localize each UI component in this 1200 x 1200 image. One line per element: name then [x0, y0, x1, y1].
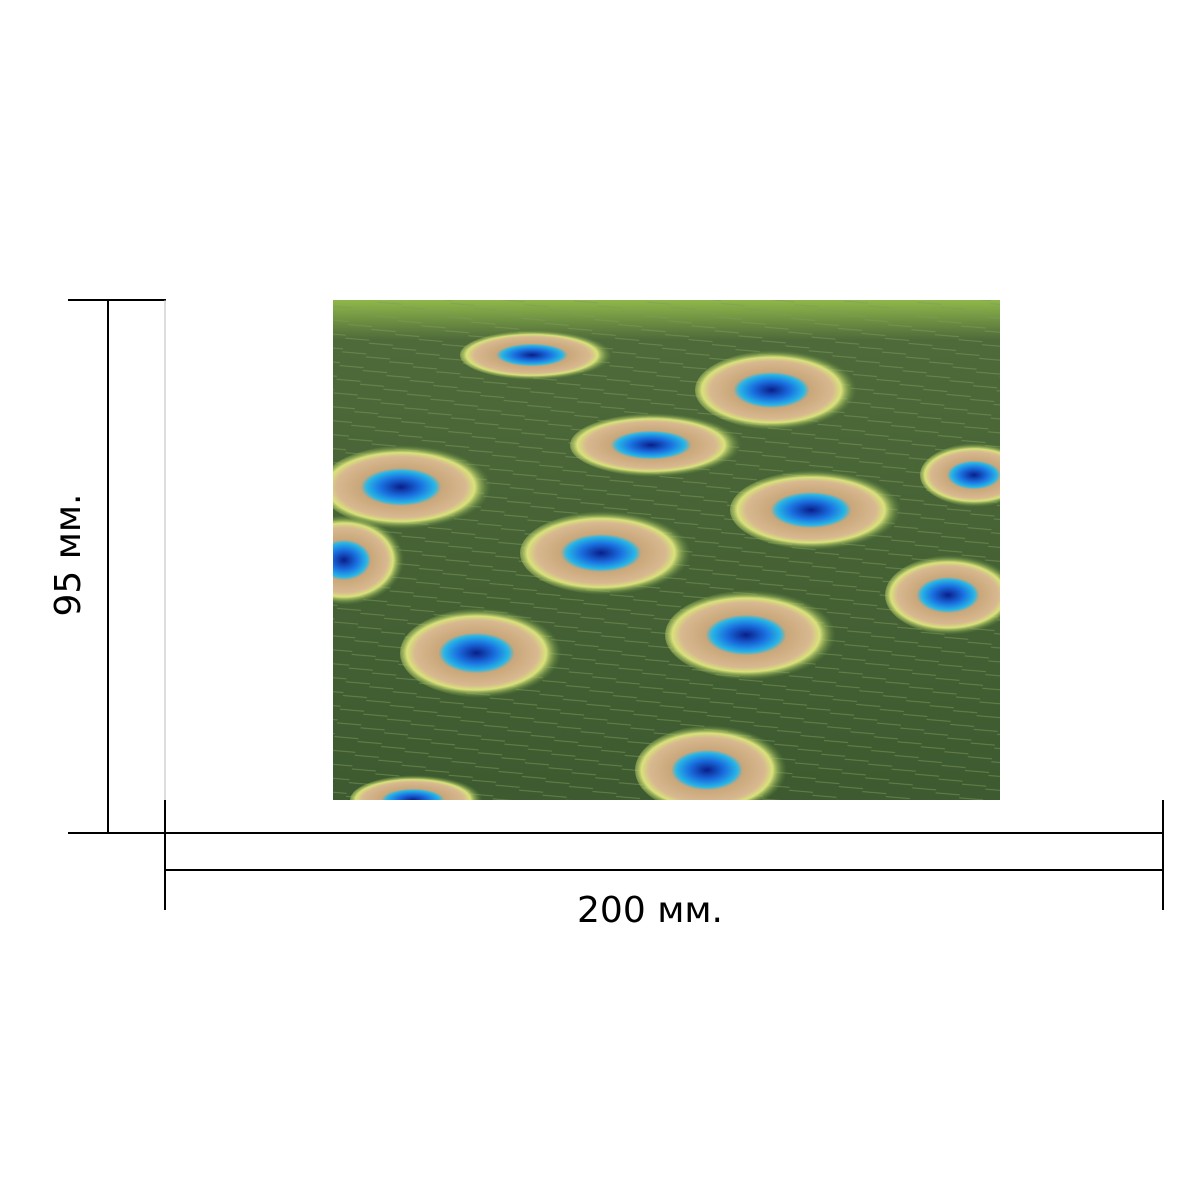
width-dimension: 200 мм.	[164, 800, 1164, 931]
width-label: 200 мм.	[577, 890, 723, 931]
height-label: 95 мм.	[48, 493, 89, 616]
height-dimension: 95 мм.	[48, 299, 166, 834]
product-photo	[333, 300, 1000, 800]
